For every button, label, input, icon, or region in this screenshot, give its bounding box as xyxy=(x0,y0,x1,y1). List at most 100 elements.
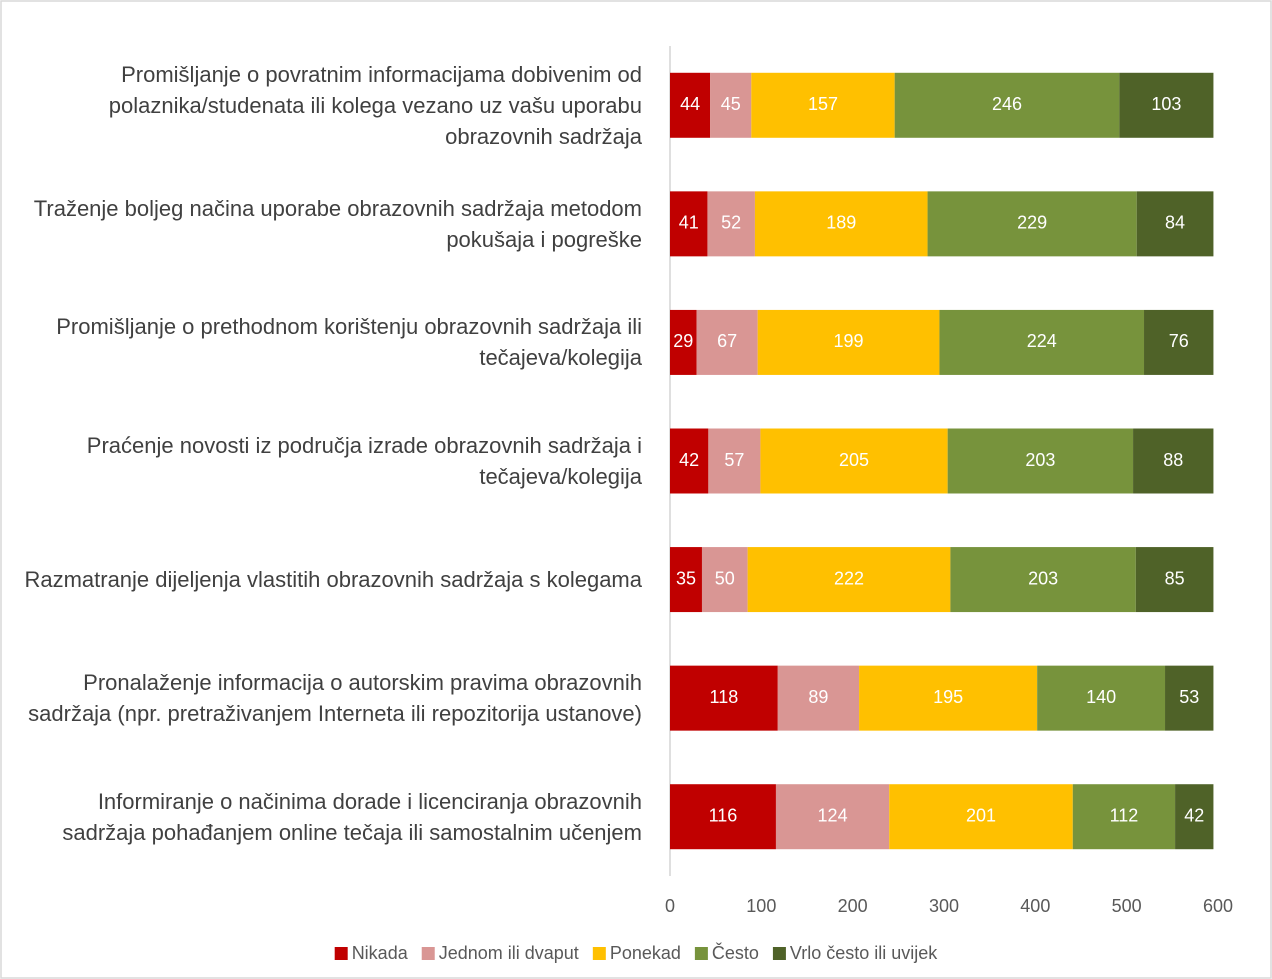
data-label: 35 xyxy=(676,568,696,588)
bar-segment xyxy=(1135,547,1214,613)
bar-segment xyxy=(670,547,702,613)
data-label: 224 xyxy=(1027,331,1057,351)
legend-label: Vrlo često ili uvijek xyxy=(790,943,938,963)
data-label: 57 xyxy=(724,450,744,470)
legend-swatch xyxy=(334,947,348,960)
x-tick-label: 0 xyxy=(665,896,675,916)
data-label: 88 xyxy=(1163,450,1183,470)
data-label: 103 xyxy=(1151,94,1181,114)
data-label: 229 xyxy=(1017,213,1047,233)
bar-segment xyxy=(701,547,748,613)
x-tick-label: 500 xyxy=(1112,896,1142,916)
data-label: 42 xyxy=(1184,805,1204,825)
data-label: 246 xyxy=(992,94,1022,114)
bar-segment xyxy=(670,428,709,494)
data-label: 44 xyxy=(680,94,700,114)
bar-segment xyxy=(777,665,860,731)
bar-segment xyxy=(757,309,940,375)
bar-segment xyxy=(760,428,948,494)
legend-label: Nikada xyxy=(352,943,409,963)
data-label: 140 xyxy=(1086,687,1116,707)
bar-segment xyxy=(1133,428,1214,494)
bar-segment xyxy=(696,309,758,375)
data-label: 41 xyxy=(679,213,699,233)
bar-segment xyxy=(670,309,697,375)
data-label: 52 xyxy=(721,213,741,233)
data-label: 203 xyxy=(1028,568,1058,588)
data-label: 50 xyxy=(715,568,735,588)
data-label: 53 xyxy=(1179,687,1199,707)
bar-segment xyxy=(1175,784,1214,850)
data-label: 89 xyxy=(808,687,828,707)
legend-swatch xyxy=(772,947,786,960)
y-tick-text: Razmatranje dijeljenja vlastitih obrazov… xyxy=(24,567,642,593)
bar-segment xyxy=(1165,665,1214,731)
data-label: 189 xyxy=(826,213,856,233)
x-tick-label: 300 xyxy=(929,896,959,916)
y-tick-label: Traženje boljeg načina uporabe obrazovni… xyxy=(10,162,642,286)
legend-label: Jednom ili dvaput xyxy=(439,943,579,963)
x-tick-label: 600 xyxy=(1203,896,1233,916)
y-tick-text: Traženje boljeg načina uporabe obrazovni… xyxy=(33,195,642,252)
y-tick-text: Informiranje o načinima dorade i licenci… xyxy=(62,788,642,845)
data-label: 124 xyxy=(818,805,848,825)
bar-segment xyxy=(1072,784,1176,850)
bar-segment xyxy=(894,72,1120,138)
y-tick-text: Promišljanje o povratnim informacijama d… xyxy=(108,61,642,149)
data-label: 222 xyxy=(834,568,864,588)
data-label: 205 xyxy=(839,450,869,470)
bar-segment xyxy=(751,72,895,138)
data-label: 42 xyxy=(679,450,699,470)
bar-segment xyxy=(1136,191,1214,257)
bar-segment xyxy=(927,191,1137,257)
y-tick-label: Promišljanje o povratnim informacijama d… xyxy=(10,43,642,167)
bar-segment xyxy=(947,428,1134,494)
data-label: 85 xyxy=(1165,568,1185,588)
y-tick-text: Praćenje novosti iz područja izrade obra… xyxy=(86,433,642,489)
data-label: 67 xyxy=(717,331,737,351)
data-label: 112 xyxy=(1110,805,1139,825)
legend-swatch xyxy=(421,947,435,960)
data-label: 195 xyxy=(933,687,963,707)
bar-segment xyxy=(1119,72,1214,138)
bar-segment xyxy=(754,191,928,257)
data-label: 76 xyxy=(1169,331,1189,351)
data-label: 157 xyxy=(808,94,838,114)
bar-segment xyxy=(670,665,778,731)
bar-segment xyxy=(889,784,1073,850)
data-label: 29 xyxy=(673,331,693,351)
x-tick-label: 200 xyxy=(838,896,868,916)
data-label: 45 xyxy=(721,94,741,114)
y-tick-label: Praćenje novosti iz područja izrade obra… xyxy=(10,399,642,523)
data-label: 203 xyxy=(1025,450,1055,470)
y-tick-label: Razmatranje dijeljenja vlastitih obrazov… xyxy=(10,518,642,642)
x-tick-label: 400 xyxy=(1020,896,1050,916)
y-tick-label: Promišljanje o prethodnom korištenju obr… xyxy=(10,280,642,404)
bar-segment xyxy=(670,72,711,138)
legend-label: Često xyxy=(712,942,759,963)
bar-segment xyxy=(670,191,708,257)
bar-segment xyxy=(670,784,776,850)
y-tick-text: Promišljanje o prethodnom korištenju obr… xyxy=(56,314,642,371)
y-tick-label: Informiranje o načinima dorade i licenci… xyxy=(10,755,642,879)
y-tick-label: Pronalaženje informacija o autorskim pra… xyxy=(10,636,642,760)
data-label: 84 xyxy=(1165,213,1185,233)
bar-segment xyxy=(859,665,1038,731)
bar-segment xyxy=(775,784,890,850)
y-tick-text: Pronalaženje informacija o autorskim pra… xyxy=(28,670,642,727)
bar-segment xyxy=(707,191,755,257)
bar-segment xyxy=(950,547,1136,613)
bar-segment xyxy=(939,309,1145,375)
bar-segment xyxy=(1037,665,1166,731)
bar-segment xyxy=(1144,309,1214,375)
legend-swatch xyxy=(592,947,606,960)
bar-segment xyxy=(747,547,951,613)
data-label: 199 xyxy=(834,331,864,351)
x-tick-label: 100 xyxy=(746,896,776,916)
legend-label: Ponekad xyxy=(610,943,681,963)
data-label: 118 xyxy=(710,687,739,707)
data-label: 201 xyxy=(966,805,996,825)
